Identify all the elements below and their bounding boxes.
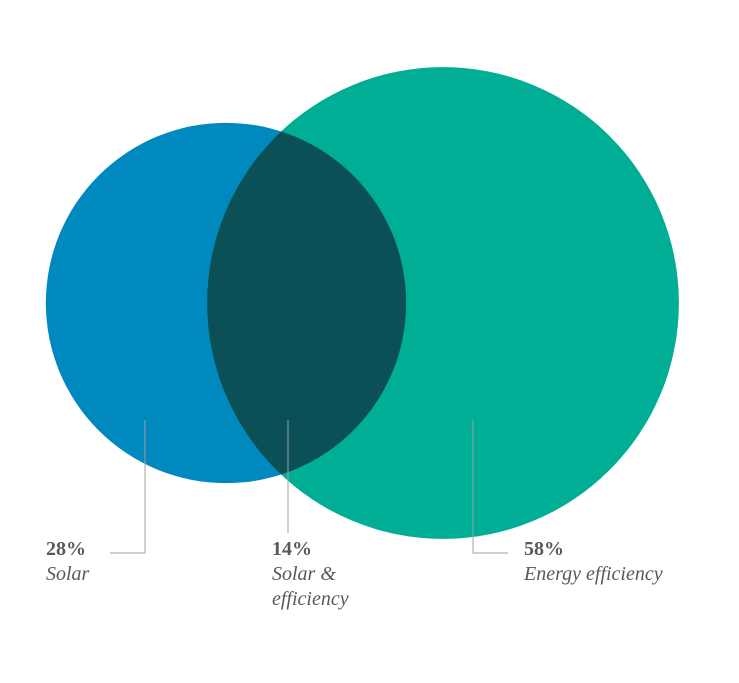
value-label: 58% — [524, 538, 564, 560]
value-label: 14% — [272, 538, 312, 560]
circles — [45, 67, 679, 539]
label: 14% Solar & efficiency — [272, 536, 382, 612]
category-label: Energy efficiency — [524, 563, 663, 585]
overlap — [207, 122, 407, 484]
label: 58% Energy efficiency — [524, 536, 734, 587]
category-label: Solar & efficiency — [272, 563, 349, 610]
value-label: 28% — [46, 538, 86, 560]
category-label: Solar — [46, 563, 90, 585]
label: 28% Solar — [46, 536, 246, 587]
